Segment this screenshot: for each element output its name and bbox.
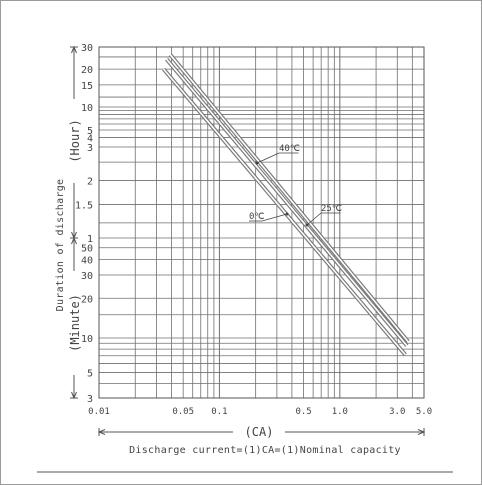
curves [162,53,410,357]
series-leader [256,152,280,164]
series-line-core [169,54,409,343]
series-leader [306,212,322,226]
y-tick-minute: 20 [81,294,93,305]
x-tick-label: 5.0 [416,407,432,417]
y-tick-minute: 50 [81,244,93,255]
series-leader-dot [255,161,259,165]
label-knockout [233,425,285,439]
x-tick-label: 3.0 [389,407,405,417]
x-tick-label: 1.0 [332,407,348,417]
series-leader [261,213,288,222]
x-unit-label: (CA) [245,425,274,439]
grid [98,46,425,399]
y-tick-minute: 40 [81,256,93,267]
y-tick-hour: 30 [81,43,93,54]
y-tick-minute: 5 [87,369,93,380]
x-bracket-arrow [417,429,426,435]
x-tick-label: 0.1 [211,407,227,417]
series-line-core [165,58,408,347]
series-label: 25℃ [321,204,342,214]
y-tick-hour: 15 [81,81,93,92]
series-line-core [162,68,406,356]
y-tick-hour: 4 [87,133,93,144]
y-tick-hour: 5 [87,126,93,137]
y-hour-unit: (Hour) [68,119,82,162]
y-tick-hour: 2 [87,177,93,188]
x-tick-label: 0.01 [88,407,110,417]
y-tick-minute: 3 [87,394,93,405]
series-label: 0℃ [249,212,265,222]
y-tick-hour: 3 [87,143,93,154]
label-knockout [67,271,81,375]
x-tick-label: 0.05 [172,407,194,417]
plot-border [98,46,425,399]
x-axis-label: Discharge current=(1)CA=(1)Nominal capac… [129,445,401,456]
y-tick-hour: 10 [81,103,93,114]
x-bracket-arrow [97,429,106,435]
label-knockout [67,99,81,183]
y-tick-hour: 1.5 [75,200,93,211]
series-leader-dot [285,212,289,216]
y-axis-label: Duration of discharge [55,179,66,312]
y-tick-minute: 30 [81,271,93,282]
series-leader-dot [305,223,309,227]
y-minute-unit: (Minute) [68,294,82,352]
x-tick-label: 0.5 [295,407,311,417]
y-tick-hour: 20 [81,65,93,76]
y-tick-minute: 10 [81,334,93,345]
series-label: 40℃ [279,144,300,154]
y-tick-hour: 1 [87,234,93,245]
